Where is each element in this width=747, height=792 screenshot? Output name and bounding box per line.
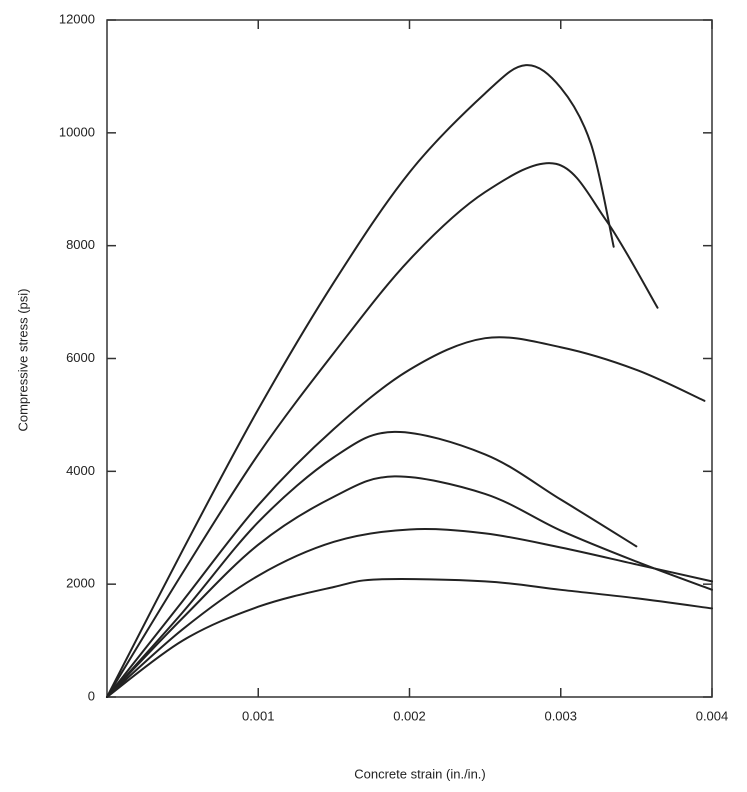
y-tick-label: 0 <box>88 688 95 703</box>
y-tick-label: 10000 <box>59 124 95 139</box>
x-tick-label: 0.003 <box>544 708 577 723</box>
x-axis-label: Concrete strain (in./in.) <box>354 766 486 781</box>
curve <box>106 578 713 698</box>
curve <box>106 336 706 698</box>
curve <box>106 64 615 698</box>
y-axis-label: Compressive stress (psi) <box>15 288 30 431</box>
curve <box>106 475 713 698</box>
y-tick-label: 8000 <box>66 237 95 252</box>
x-tick-label: 0.001 <box>242 708 275 723</box>
y-tick-label: 6000 <box>66 350 95 365</box>
x-tick-label: 0.002 <box>393 708 426 723</box>
y-tick-label: 4000 <box>66 463 95 478</box>
y-tick-label: 2000 <box>66 576 95 591</box>
curve <box>106 528 713 698</box>
curve <box>106 162 659 698</box>
curve <box>106 430 638 698</box>
x-tick-label: 0.004 <box>696 708 729 723</box>
y-tick-label: 12000 <box>59 11 95 26</box>
